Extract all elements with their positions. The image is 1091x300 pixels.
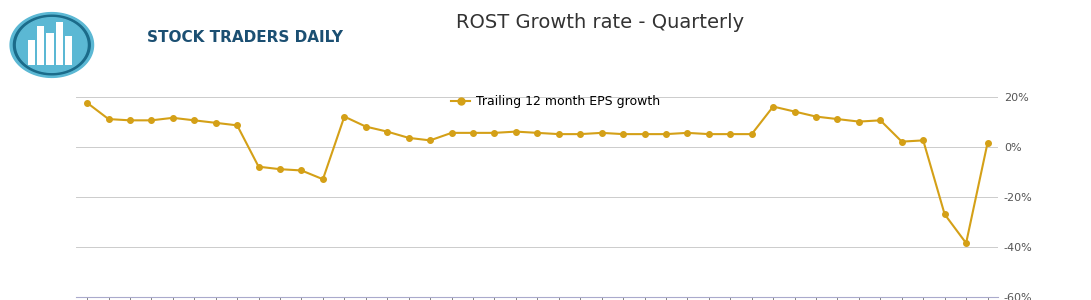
Text: ROST Growth rate - Quarterly: ROST Growth rate - Quarterly [456,14,744,32]
Polygon shape [16,18,87,72]
FancyBboxPatch shape [64,36,72,65]
FancyBboxPatch shape [46,33,53,65]
Legend: Trailing 12 month EPS growth: Trailing 12 month EPS growth [446,90,666,113]
FancyBboxPatch shape [56,22,63,65]
Text: STOCK TRADERS DAILY: STOCK TRADERS DAILY [147,30,344,45]
Polygon shape [13,15,91,75]
FancyBboxPatch shape [27,40,35,65]
FancyBboxPatch shape [37,26,45,65]
Polygon shape [10,13,94,77]
